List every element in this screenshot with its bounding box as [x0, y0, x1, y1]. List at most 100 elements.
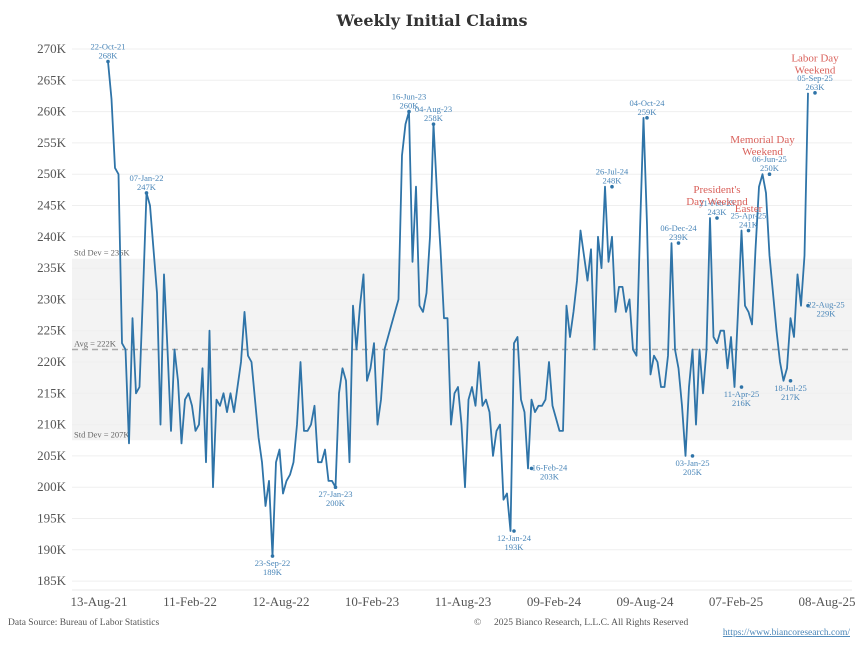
annotation-value: 216K [732, 398, 752, 408]
y-tick-label: 240K [37, 229, 67, 244]
annotation-date: 07-Jan-22 [130, 173, 164, 183]
annotation-point [270, 554, 275, 558]
annotation-value: 259K [638, 107, 658, 117]
event-label: Weekend [742, 146, 783, 158]
annotation-value: 229K [817, 309, 837, 319]
annotation-point [813, 91, 817, 95]
y-tick-label: 210K [37, 417, 67, 432]
y-axis: 185K 190K 195K 200K 205K 210K 215K 220K 225K 230K… [37, 41, 67, 588]
annotation-value: 217K [781, 392, 801, 402]
annotation-date: 11-Apr-25 [724, 389, 759, 399]
annotation-date: 16-Feb-24 [532, 462, 568, 472]
annotation-point [676, 241, 681, 245]
y-tick-label: 250K [37, 166, 67, 181]
annotation-point [106, 59, 110, 64]
annotation-value: 263K [806, 82, 826, 92]
y-tick-label: 185K [37, 573, 67, 588]
annotation-value: 189K [263, 567, 283, 577]
annotation-value: 258K [424, 113, 444, 123]
annotation-value: 241K [739, 220, 759, 230]
annotation-date: 03-Jan-25 [676, 458, 710, 468]
y-tick-label: 215K [37, 385, 67, 400]
annotation-value: 268K [99, 51, 119, 61]
x-tick-label: 11-Feb-22 [163, 594, 217, 609]
y-tick-label: 255K [37, 135, 67, 150]
reference-lines: Avg = 222K Std Dev = 236K Std Dev = 207K [72, 248, 852, 439]
annotation-value: 248K [603, 176, 623, 186]
y-tick-label: 260K [37, 104, 67, 119]
event-label: Easter [735, 203, 763, 215]
copyright-icon: © [474, 617, 481, 628]
website-link[interactable]: https://www.biancoresearch.com/ [723, 628, 850, 638]
event-label: Weekend [795, 65, 836, 77]
annotation-point [610, 184, 614, 189]
annotation-date: 12-Jan-24 [497, 533, 532, 543]
event-label: Memorial Day [730, 134, 795, 146]
annotation-date: 22-Oct-21 [91, 42, 126, 52]
annotation-date: 22-Aug-25 [807, 300, 844, 310]
annotation-point [690, 454, 695, 458]
y-tick-label: 270K [37, 41, 67, 56]
annotation-value: 205K [683, 467, 703, 477]
series-layer [107, 61, 809, 557]
annotation-date: 04-Aug-23 [415, 104, 452, 114]
annotation-point [645, 116, 649, 120]
x-tick-label: 13-Aug-21 [70, 594, 127, 609]
annotation-date: 27-Jan-23 [319, 489, 353, 499]
std-dev-upper-label: Std Dev = 236K [74, 248, 130, 258]
annotation-date: 16-Jun-23 [392, 92, 426, 102]
y-tick-label: 230K [37, 291, 67, 306]
average-label: Avg = 222K [74, 338, 117, 348]
annotation-value: 200K [326, 498, 346, 508]
x-axis: 13-Aug-21 11-Feb-22 12-Aug-22 10-Feb-23 11-A… [70, 594, 855, 609]
annotation-point [333, 485, 338, 490]
x-tick-label: 09-Feb-24 [527, 594, 582, 609]
std-dev-lower-label: Std Dev = 207K [74, 429, 130, 439]
y-tick-label: 235K [37, 260, 67, 275]
annotation-value: 203K [540, 471, 560, 481]
annotation-value: 250K [760, 163, 780, 173]
x-tick-label: 09-Aug-24 [616, 594, 674, 609]
annotation-point [739, 385, 744, 389]
y-tick-label: 200K [37, 479, 67, 494]
annotation-point [431, 122, 436, 126]
series-line [107, 61, 809, 557]
annotation-date: 26-Jul-24 [596, 167, 629, 177]
annotation-value: 239K [669, 232, 689, 242]
annotation-point [746, 228, 751, 233]
y-tick-label: 220K [37, 354, 67, 369]
y-tick-label: 265K [37, 72, 67, 87]
annotation-date: 05-Sep-25 [797, 73, 832, 83]
annotation-point [512, 529, 516, 533]
annotation-date: 25-Apr-25 [731, 211, 767, 221]
copyright-text: 2025 Bianco Research, L.L.C. All Rights … [494, 618, 688, 628]
annotation-value: 260K [400, 101, 420, 111]
annotation-point [407, 109, 411, 114]
x-tick-label: 07-Feb-25 [709, 594, 763, 609]
annotation-date: 06-Jun-25 [752, 154, 786, 164]
annotation-point [529, 466, 534, 471]
annotation-date: 18-Jul-25 [774, 383, 807, 393]
event-label: President's [693, 184, 740, 196]
annotation-value: 193K [505, 542, 525, 552]
grid-layer [72, 48, 852, 591]
annotation-point [715, 216, 719, 220]
annotation-date: 23-Sep-22 [255, 558, 290, 568]
event-label: Labor Day [791, 53, 839, 65]
x-tick-label: 10-Feb-23 [345, 594, 399, 609]
x-tick-label: 08-Aug-25 [798, 594, 855, 609]
annotation-value: 247K [137, 182, 157, 192]
x-tick-label: 11-Aug-23 [435, 594, 492, 609]
annotation-point [806, 303, 810, 308]
chart-title: Weekly Initial Claims [336, 11, 528, 30]
annotation-point [144, 191, 149, 195]
y-tick-label: 195K [37, 511, 67, 526]
annotation-point [788, 378, 793, 383]
annotation-point [767, 172, 772, 176]
annotation-date: 06-Dec-24 [660, 223, 697, 233]
y-tick-label: 190K [37, 542, 67, 557]
annotation-date: 21-Feb-25 [699, 198, 734, 208]
annotation-value: 243K [708, 207, 728, 217]
